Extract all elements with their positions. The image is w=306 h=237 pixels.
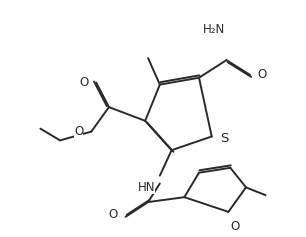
Text: S: S (221, 132, 229, 145)
Text: O: O (230, 220, 240, 233)
Text: O: O (258, 68, 267, 81)
Text: H₂N: H₂N (203, 23, 225, 36)
Text: O: O (74, 125, 84, 138)
Text: HN: HN (137, 181, 155, 194)
Text: O: O (79, 76, 88, 89)
Text: O: O (109, 208, 118, 221)
